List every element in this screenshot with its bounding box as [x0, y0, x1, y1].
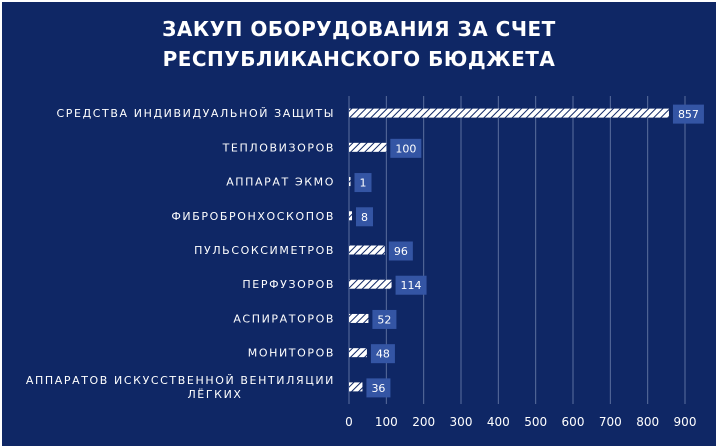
category-label: ФИБРОБРОНХОСКОПОВ	[171, 210, 335, 223]
category-label: ЛЁГКИХ	[187, 388, 242, 401]
x-tick-label: 300	[450, 415, 473, 429]
chart-title-line-2: РЕСПУБЛИКАНСКОГО БЮДЖЕТА	[162, 47, 556, 71]
data-label: 96	[394, 245, 408, 258]
data-label: 857	[678, 108, 699, 121]
category-label: ПУЛЬСОКСИМЕТРОВ	[194, 244, 335, 257]
data-label: 52	[377, 313, 391, 326]
bar	[349, 211, 352, 221]
category-labels: СРЕДСТВА ИНДИВИДУАЛЬНОЙ ЗАЩИТЫ ТЕПЛОВИЗОР…	[26, 107, 335, 401]
data-label-box	[370, 344, 395, 364]
category-label: АППАРАТ ЭКМО	[226, 176, 335, 189]
data-label-box	[672, 104, 704, 124]
category-label: АППАРАТОВ ИСКУССТВЕННОЙ ВЕНТИЛЯЦИИ	[26, 374, 335, 387]
x-tick-label: 200	[412, 415, 435, 429]
x-tick-label: 400	[487, 415, 510, 429]
data-label-box	[366, 378, 391, 398]
bar	[349, 279, 392, 289]
data-label: 114	[401, 279, 422, 292]
bar	[349, 382, 363, 392]
x-tick-label: 900	[674, 415, 697, 429]
category-label: АСПИРАТОРОВ	[233, 312, 335, 325]
x-tick-label: 0	[345, 415, 353, 429]
x-axis-tick-labels: 0 100 200 300 400 500 600 700 800 900	[345, 415, 696, 429]
data-label-box	[395, 275, 427, 295]
data-labels: 857 100 1 8 96 114 52 48 36	[354, 104, 704, 398]
data-label: 36	[371, 382, 385, 395]
data-label-box	[388, 241, 413, 261]
bars	[349, 108, 669, 392]
chart-title: ЗАКУП ОБОРУДОВАНИЯ ЗА СЧЕТ РЕСПУБЛИКАНСК…	[0, 14, 718, 74]
x-tick-label: 600	[562, 415, 585, 429]
bar	[349, 313, 369, 323]
bar	[349, 108, 669, 118]
category-label: ПЕРФУЗОРОВ	[242, 278, 335, 291]
data-label-box	[355, 207, 373, 227]
x-tick-label: 700	[599, 415, 622, 429]
data-label-box	[390, 138, 422, 158]
bar	[349, 348, 367, 358]
data-label: 100	[395, 142, 416, 155]
x-tick-label: 800	[636, 415, 659, 429]
category-label: МОНИТОРОВ	[248, 347, 335, 360]
bar	[349, 142, 387, 152]
bar	[349, 245, 385, 255]
x-tick-label: 100	[375, 415, 398, 429]
data-label-box	[354, 173, 372, 193]
category-label: ТЕПЛОВИЗОРОВ	[222, 141, 335, 154]
data-label-box	[372, 309, 397, 329]
data-label: 48	[376, 348, 390, 361]
x-tick-label: 500	[524, 415, 547, 429]
chart-title-line-1: ЗАКУП ОБОРУДОВАНИЯ ЗА СЧЕТ	[162, 17, 556, 41]
data-label: 8	[361, 211, 368, 224]
category-label: СРЕДСТВА ИНДИВИДУАЛЬНОЙ ЗАЩИТЫ	[57, 107, 335, 120]
data-label: 1	[360, 177, 367, 190]
bar	[349, 177, 351, 187]
